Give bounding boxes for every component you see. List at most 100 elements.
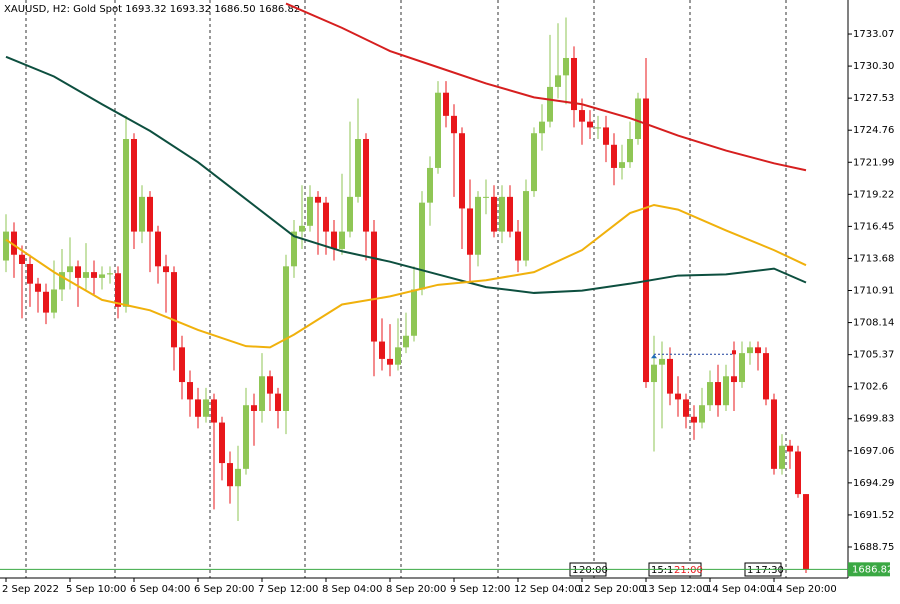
candle-body: [667, 358, 673, 394]
candle-body: [27, 264, 33, 284]
candle-body: [51, 289, 57, 313]
candle-body: [499, 196, 505, 232]
candle-body: [459, 133, 465, 209]
annotation: 15:: [651, 565, 667, 576]
trade-marker: [732, 350, 736, 355]
candle-body: [635, 98, 641, 140]
x-tick-label: 8 Sep 04:00: [322, 584, 382, 595]
x-tick-label: 13 Sep 12:00: [642, 584, 709, 595]
candle-body: [779, 445, 785, 469]
candle-body: [795, 451, 801, 495]
last-price-box: [848, 562, 890, 577]
annotation: 21:00: [674, 565, 703, 576]
candle-body: [251, 405, 257, 411]
trade-arrow: [651, 354, 657, 359]
candle-body: [507, 196, 513, 232]
candle-body: [387, 358, 393, 365]
candle-body: [299, 225, 305, 232]
candle-body: [739, 353, 745, 383]
y-tick-label: 1705.37: [853, 350, 894, 361]
candle-body: [403, 335, 409, 348]
candle-body: [571, 57, 577, 111]
candle-body: [491, 196, 497, 232]
candle-body: [267, 376, 273, 394]
annotation: 17:30: [755, 565, 784, 576]
candle-body: [211, 399, 217, 423]
candle-body: [731, 376, 737, 383]
candle-body: [371, 231, 377, 342]
moving-average: [285, 2, 807, 172]
y-tick-label: 1697.06: [853, 446, 894, 457]
annotation: 20:00: [579, 565, 608, 576]
candle-body: [787, 445, 793, 452]
candle-body: [707, 382, 713, 406]
candle-body: [603, 127, 609, 145]
candle-body: [699, 405, 705, 423]
candle-body: [243, 405, 249, 469]
candle-body: [347, 196, 353, 232]
candle-body: [171, 272, 177, 348]
candle-body: [691, 416, 697, 423]
candle-body: [107, 273, 113, 275]
candle-body: [395, 347, 401, 365]
y-tick-label: 1699.83: [853, 414, 894, 425]
candle-body: [363, 139, 369, 232]
y-tick-label: 1710.91: [853, 286, 894, 297]
x-tick-label: 12 Sep 04:00: [514, 584, 581, 595]
y-tick-label: 1724.76: [853, 125, 894, 136]
y-tick-label: 1733.07: [853, 29, 894, 40]
candle-body: [315, 196, 321, 203]
candle-body: [259, 376, 265, 411]
candle-body: [683, 399, 689, 417]
candle-body: [595, 127, 601, 129]
candle-body: [275, 393, 281, 411]
candle-body: [59, 272, 65, 290]
candle-body: [43, 291, 49, 313]
candle-body: [203, 399, 209, 417]
candle-body: [771, 399, 777, 469]
candle-body: [723, 376, 729, 406]
x-tick-label: 12 Sep 20:00: [578, 584, 645, 595]
y-tick-label: 1702.6: [853, 382, 888, 393]
candle-body: [579, 110, 585, 122]
x-tick-label: 6 Sep 04:00: [130, 584, 190, 595]
candle-body: [91, 272, 97, 278]
y-tick-label: 1730.30: [853, 61, 894, 72]
x-tick-label: 7 Sep 12:00: [258, 584, 318, 595]
candle-body: [555, 75, 561, 87]
candle-body: [155, 231, 161, 267]
y-tick-label: 1713.68: [853, 253, 894, 264]
candle-body: [747, 347, 753, 354]
candle-body: [515, 231, 521, 261]
candle-body: [531, 133, 537, 192]
candle-body: [755, 347, 761, 354]
x-tick-label: 14 Sep 04:00: [706, 584, 773, 595]
candle-body: [411, 289, 417, 336]
y-tick-label: 1719.22: [853, 189, 894, 200]
y-tick-label: 1691.52: [853, 510, 894, 521]
candle-body: [115, 273, 121, 307]
candle-body: [675, 393, 681, 400]
candle-body: [483, 196, 489, 198]
candle-body: [99, 274, 105, 278]
candle-body: [587, 121, 593, 128]
candle-body: [235, 468, 241, 487]
last-price-label: 1686.82: [852, 564, 893, 575]
candle-body: [307, 196, 313, 226]
candle-body: [3, 231, 9, 261]
candle-body: [475, 196, 481, 255]
chart-title: XAUUSD, H2: Gold Spot 1693.32 1693.32 16…: [4, 4, 300, 15]
x-tick-label: 14 Sep 20:00: [770, 584, 837, 595]
candle-body: [643, 98, 649, 383]
candle-body: [523, 191, 529, 261]
y-tick-label: 1708.14: [853, 318, 894, 329]
candle-body: [147, 196, 153, 232]
candle-body: [163, 266, 169, 273]
candle-body: [187, 382, 193, 400]
x-tick-label: 9 Sep 12:00: [450, 584, 510, 595]
candle-body: [139, 196, 145, 232]
candle-body: [379, 341, 385, 359]
candle-body: [651, 364, 657, 383]
candle-body: [467, 208, 473, 255]
